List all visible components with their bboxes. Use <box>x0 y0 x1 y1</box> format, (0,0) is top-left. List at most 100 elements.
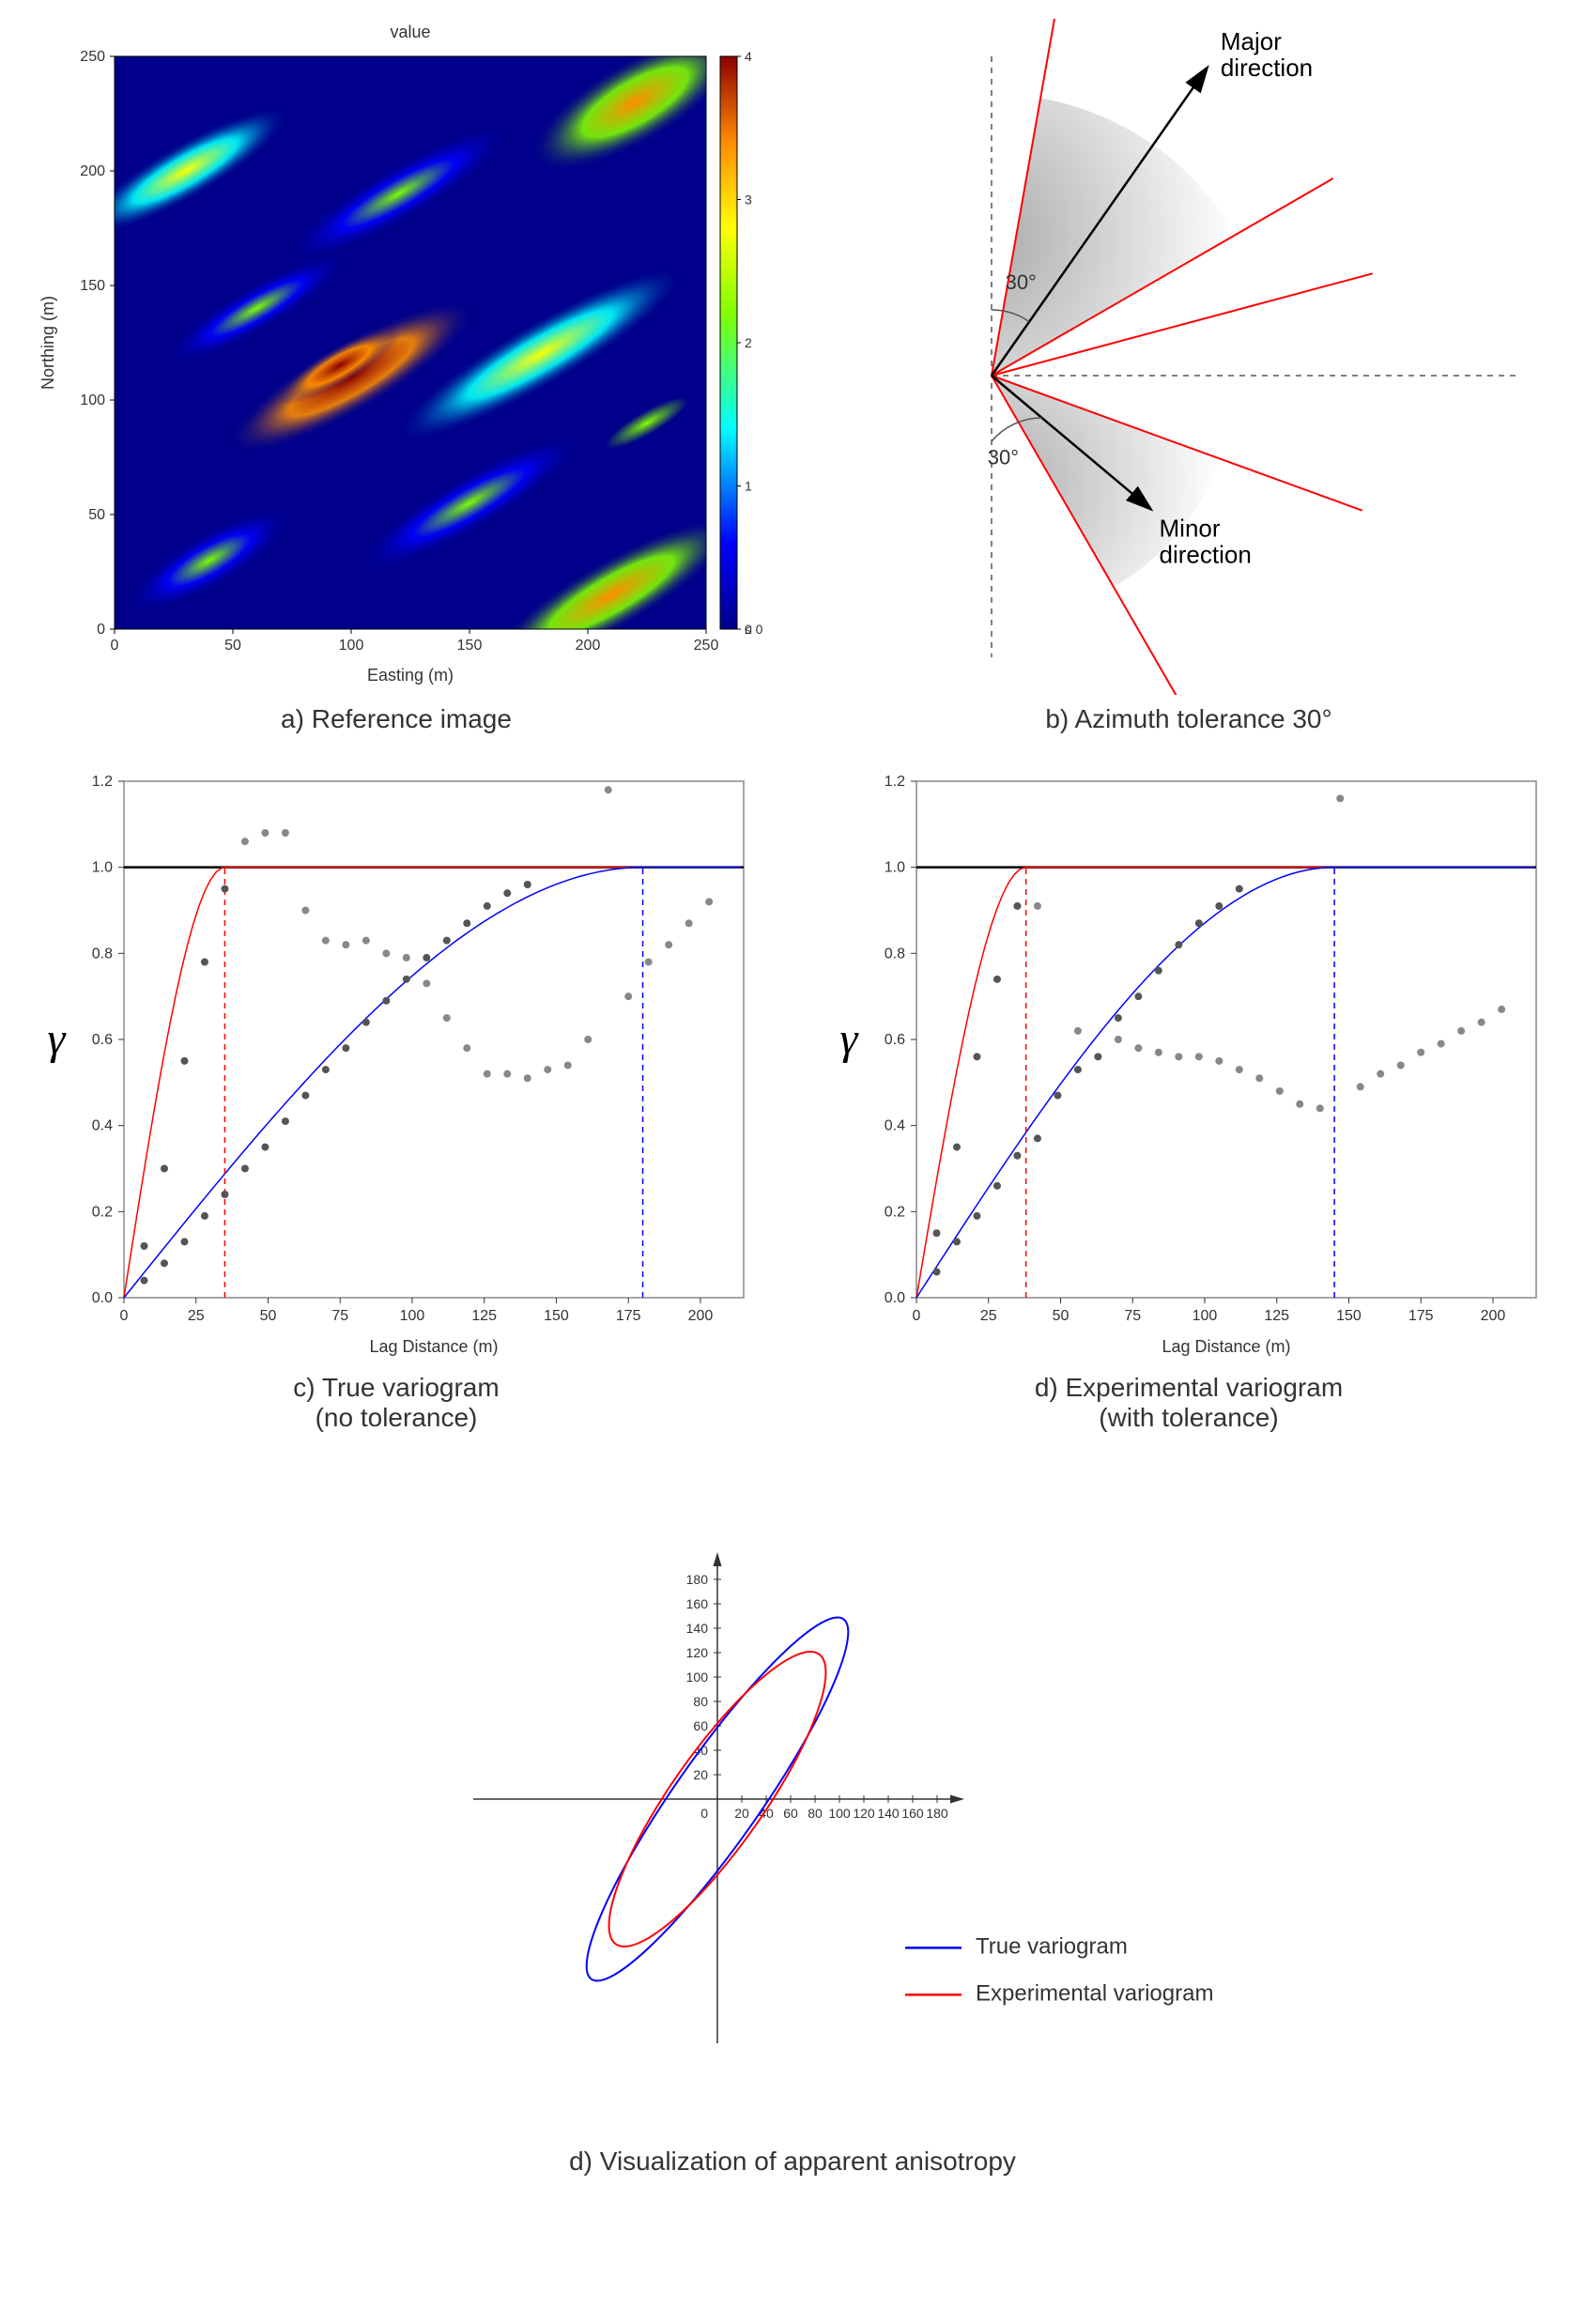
svg-text:250: 250 <box>694 638 719 654</box>
svg-text:Minor: Minor <box>1160 514 1221 542</box>
svg-text:0: 0 <box>97 622 105 638</box>
svg-text:True variogram: True variogram <box>976 1933 1128 1959</box>
svg-text:100: 100 <box>1193 1308 1218 1324</box>
panel-a: value 0 50 100 150 200 250 0 50 100 150 200 250 Easti… <box>30 19 762 734</box>
row-1: value 0 50 100 150 200 250 0 50 100 150 200 250 Easti… <box>19 19 1566 734</box>
svg-text:30°: 30° <box>988 446 1019 469</box>
svg-text:20: 20 <box>693 1767 708 1782</box>
svg-text:1.2: 1.2 <box>92 774 113 790</box>
svg-text:200: 200 <box>688 1308 714 1324</box>
experimental-variogram-plot: 0 25 50 75 100 125 150 175 200 0.0 0.2 0.4 0.6 0.8 1.0… <box>823 762 1555 1363</box>
panel-b: MajordirectionMinordirection30°30° b) Az… <box>823 19 1555 734</box>
svg-text:100: 100 <box>80 392 105 408</box>
svg-text:0.4: 0.4 <box>92 1118 113 1134</box>
svg-text:60: 60 <box>783 1806 798 1821</box>
svg-text:50: 50 <box>224 638 241 654</box>
svg-text:100: 100 <box>686 1670 709 1685</box>
svg-text:150: 150 <box>457 638 483 654</box>
svg-text:1: 1 <box>745 479 752 494</box>
svg-text:75: 75 <box>331 1308 348 1324</box>
svg-text:120: 120 <box>686 1645 709 1660</box>
svg-text:0.8: 0.8 <box>92 946 113 962</box>
svg-text:100: 100 <box>400 1308 425 1324</box>
svg-text:1.2: 1.2 <box>885 774 905 790</box>
svg-text:25: 25 <box>980 1308 997 1324</box>
svg-text:50: 50 <box>1053 1308 1069 1324</box>
svg-text:20: 20 <box>734 1806 749 1821</box>
svg-text:180: 180 <box>926 1806 948 1821</box>
svg-text:150: 150 <box>544 1308 569 1324</box>
svg-text:Northing (m): Northing (m) <box>38 296 57 390</box>
svg-text:60: 60 <box>693 1718 708 1733</box>
svg-text:140: 140 <box>877 1806 900 1821</box>
row-3: 2020404060608080100100120120140140160160… <box>19 1461 1566 2177</box>
panel-d: 0 25 50 75 100 125 150 175 200 0.0 0.2 0.4 0.6 0.8 1.0… <box>823 762 1555 1433</box>
svg-text:250: 250 <box>80 49 105 65</box>
svg-text:25: 25 <box>188 1308 205 1324</box>
svg-text:50: 50 <box>88 507 105 523</box>
svg-text:160: 160 <box>901 1806 924 1821</box>
svg-text:γ: γ <box>48 1014 67 1064</box>
svg-text:γ: γ <box>840 1014 859 1064</box>
svg-text:Major: Major <box>1221 27 1282 55</box>
svg-text:Easting (m): Easting (m) <box>367 666 454 685</box>
svg-text:0: 0 <box>913 1308 921 1324</box>
svg-text:150: 150 <box>1336 1308 1362 1324</box>
panel-e: 2020404060608080100100120120140140160160… <box>323 1461 1262 2177</box>
svg-text:Lag Distance (m): Lag Distance (m) <box>1162 1337 1290 1356</box>
svg-text:125: 125 <box>1264 1308 1289 1324</box>
svg-text:0: 0 <box>111 638 119 654</box>
panel-d-caption-line1: d) Experimental variogram <box>1035 1373 1343 1403</box>
svg-text:30°: 30° <box>1006 270 1037 294</box>
panel-e-caption: d) Visualization of apparent anisotropy <box>569 2147 1016 2177</box>
svg-text:0.2: 0.2 <box>885 1204 905 1220</box>
svg-text:direction: direction <box>1221 54 1313 82</box>
svg-text:125: 125 <box>471 1308 497 1324</box>
svg-text:4: 4 <box>745 49 752 64</box>
true-variogram-plot: 02550751001251501752000.00.20.40.60.81.0… <box>30 762 762 1363</box>
svg-text:0.0: 0.0 <box>92 1290 113 1306</box>
svg-text:50: 50 <box>260 1308 277 1324</box>
panel-d-caption-line2: (with tolerance) <box>1035 1403 1343 1433</box>
svg-text:0.4: 0.4 <box>885 1118 905 1134</box>
svg-text:Experimental variogram: Experimental variogram <box>976 1980 1213 2006</box>
azimuth-tolerance-diagram: MajordirectionMinordirection30°30° <box>823 19 1555 695</box>
anisotropy-ellipse-plot: 2020404060608080100100120120140140160160… <box>323 1461 1262 2137</box>
svg-text:0: 0 <box>120 1308 129 1324</box>
svg-text:200: 200 <box>576 638 601 654</box>
svg-text:175: 175 <box>616 1308 641 1324</box>
svg-text:160: 160 <box>686 1596 709 1611</box>
svg-text:Lag Distance (m): Lag Distance (m) <box>369 1337 498 1356</box>
svg-text:2: 2 <box>745 335 752 350</box>
panel-c-caption: c) True variogram (no tolerance) <box>293 1373 499 1433</box>
panel-b-caption: b) Azimuth tolerance 30° <box>1045 704 1331 734</box>
svg-text:0.0: 0.0 <box>885 1290 905 1306</box>
svg-text:100: 100 <box>339 638 364 654</box>
svg-text:0.6: 0.6 <box>92 1032 113 1048</box>
svg-text:value: value <box>390 23 430 41</box>
svg-text:150: 150 <box>80 278 105 294</box>
svg-text:0: 0 <box>700 1806 708 1821</box>
svg-text:200: 200 <box>80 163 105 179</box>
panel-c-caption-line1: c) True variogram <box>293 1373 499 1403</box>
svg-text:3: 3 <box>745 192 752 208</box>
svg-text:100: 100 <box>828 1806 851 1821</box>
svg-text:180: 180 <box>686 1572 709 1587</box>
svg-text:80: 80 <box>693 1694 708 1709</box>
panel-a-caption: a) Reference image <box>281 704 512 734</box>
panel-c-caption-line2: (no tolerance) <box>293 1403 499 1433</box>
svg-text:140: 140 <box>686 1621 709 1636</box>
svg-text:175: 175 <box>1408 1308 1434 1324</box>
svg-text:0.8: 0.8 <box>885 946 905 962</box>
svg-text:80: 80 <box>808 1806 823 1821</box>
svg-text:0.6: 0.6 <box>885 1032 905 1048</box>
figure-container: value050100150200250050100150200250Easti… <box>19 19 1566 2177</box>
svg-text:direction: direction <box>1160 540 1252 568</box>
panel-d-caption: d) Experimental variogram (with toleranc… <box>1035 1373 1343 1433</box>
svg-text:200: 200 <box>1481 1308 1506 1324</box>
svg-text:1.0: 1.0 <box>885 860 905 876</box>
reference-image-plot: value 0 50 100 150 200 250 0 50 100 150 200 250 Easti… <box>30 19 762 695</box>
svg-text:≤ 0: ≤ 0 <box>745 622 762 637</box>
svg-text:0.2: 0.2 <box>92 1204 113 1220</box>
svg-text:75: 75 <box>1124 1308 1141 1324</box>
